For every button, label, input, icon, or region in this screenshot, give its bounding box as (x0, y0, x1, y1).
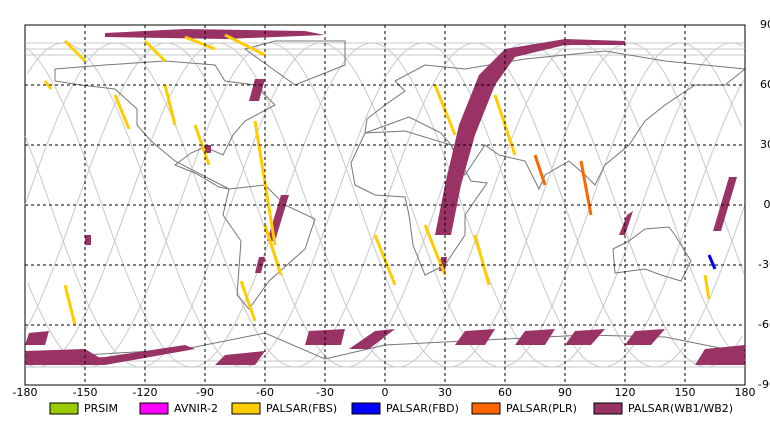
swath (205, 145, 211, 153)
swath (25, 331, 49, 345)
x-tick-label: -180 (13, 386, 38, 399)
swath (619, 211, 633, 235)
y-tick-label: -60 (758, 318, 770, 331)
ground-track (178, 42, 540, 368)
ground-track (25, 42, 743, 368)
legend-label: PALSAR(FBD) (386, 402, 459, 415)
legend-swatch (139, 402, 169, 415)
swath (349, 329, 395, 349)
coastline (243, 40, 346, 86)
y-tick-label: -90 (758, 378, 770, 391)
swath-strip (579, 160, 593, 216)
swath (435, 39, 625, 235)
swath-strip (707, 254, 717, 270)
x-tick-label: -60 (256, 386, 274, 399)
swath (455, 329, 495, 345)
x-tick-label: -30 (316, 386, 334, 399)
ground-track (26, 42, 744, 368)
ground-track (75, 42, 437, 368)
swath (625, 329, 665, 345)
x-tick-label: -120 (133, 386, 158, 399)
legend-label: PALSAR(WB1/WB2) (628, 402, 733, 415)
legend-swatch (49, 402, 79, 415)
swath (215, 351, 265, 365)
y-tick-label: -30 (758, 258, 770, 271)
swath (515, 329, 555, 345)
swath-strip (473, 234, 491, 286)
coastline (364, 50, 747, 191)
swath-strip (163, 84, 177, 126)
axes: -180 -150 -120 -90 -60 -30 0 30 60 90 120 150 180 90 6… (13, 18, 770, 399)
ground-track (281, 42, 643, 368)
swath-strip (263, 224, 283, 276)
coastline (612, 226, 692, 282)
y-tick-label: 90 (760, 18, 770, 31)
swath-strip (423, 224, 447, 276)
swath (695, 345, 745, 365)
y-tick-label: 60 (760, 78, 770, 91)
swath-strip (533, 154, 547, 186)
swath-strip (143, 39, 167, 63)
x-tick-label: 180 (735, 386, 756, 399)
x-tick-label: 30 (438, 386, 452, 399)
x-tick-label: 90 (558, 386, 572, 399)
legend-label: PRSIM (84, 402, 118, 415)
legend-label: AVNIR-2 (174, 402, 218, 415)
swath-strip (703, 274, 711, 300)
legend-label: PALSAR(FBS) (266, 402, 337, 415)
legend-label: PALSAR(PLR) (506, 402, 577, 415)
swath-strip (63, 284, 77, 326)
swath-strip (239, 280, 257, 322)
swath (25, 345, 195, 365)
coastline (222, 184, 316, 310)
swath-strip (184, 35, 216, 51)
legend: PRSIM AVNIR-2 PALSAR(FBS) PALSAR(FBD) PALSAR… (49, 402, 733, 415)
x-tick-label: -90 (196, 386, 214, 399)
x-tick-label: -150 (73, 386, 98, 399)
legend-swatch (351, 402, 381, 415)
swath-strip (113, 94, 131, 130)
y-tick-label: 0 (764, 198, 770, 211)
swath (105, 29, 325, 39)
legend-swatch (471, 402, 501, 415)
legend-swatch (593, 402, 623, 415)
x-tick-label: 60 (498, 386, 512, 399)
ground-track (24, 42, 743, 368)
swath-strip (224, 33, 266, 57)
y-tick-label: 30 (760, 138, 770, 151)
coastline (54, 60, 276, 190)
swath (85, 235, 91, 245)
swath (713, 177, 737, 231)
swath (565, 329, 605, 345)
swath-strip (63, 39, 87, 63)
x-tick-label: 150 (675, 386, 696, 399)
x-tick-label: 120 (615, 386, 636, 399)
swath-strip (43, 80, 53, 90)
x-tick-label: 0 (382, 386, 389, 399)
legend-swatch (231, 402, 261, 415)
